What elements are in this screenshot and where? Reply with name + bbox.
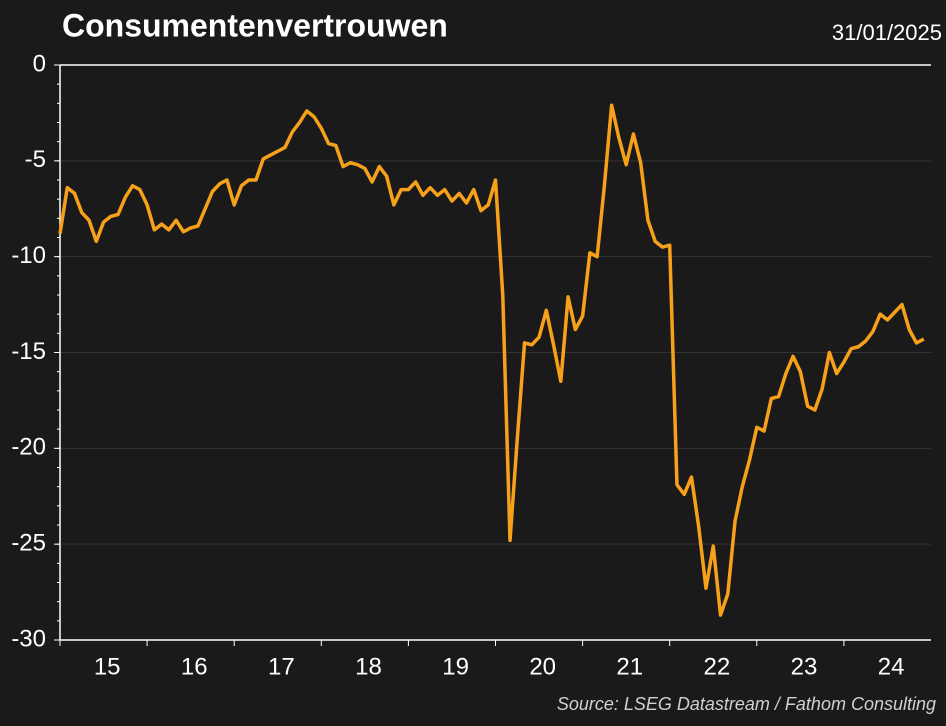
y-tick-label: -15 — [11, 338, 46, 365]
series-line — [58, 103, 925, 617]
date: 31/01/2025 — [832, 20, 942, 45]
y-tick-label: -20 — [11, 434, 46, 461]
x-tick-label: 22 — [704, 653, 731, 680]
x-tick-label: 16 — [181, 653, 208, 680]
x-tick-label: 24 — [878, 653, 905, 680]
x-tick-label: 19 — [442, 653, 469, 680]
y-tick-label: -10 — [11, 242, 46, 269]
y-tick-label: -25 — [11, 530, 46, 557]
y-tick-label: -30 — [11, 625, 46, 652]
source: Source: LSEG Datastream / Fathom Consult… — [557, 694, 936, 714]
x-tick-label: 17 — [268, 653, 295, 680]
x-tick-label: 18 — [355, 653, 382, 680]
y-tick-label: -5 — [25, 146, 46, 173]
x-tick-label: 23 — [791, 653, 818, 680]
x-tick-label: 20 — [529, 653, 556, 680]
x-tick-label: 21 — [616, 653, 643, 680]
y-tick-label: 0 — [33, 50, 46, 77]
chart-title: Consumentenvertrouwen — [62, 7, 448, 43]
x-tick-label: 15 — [94, 653, 121, 680]
